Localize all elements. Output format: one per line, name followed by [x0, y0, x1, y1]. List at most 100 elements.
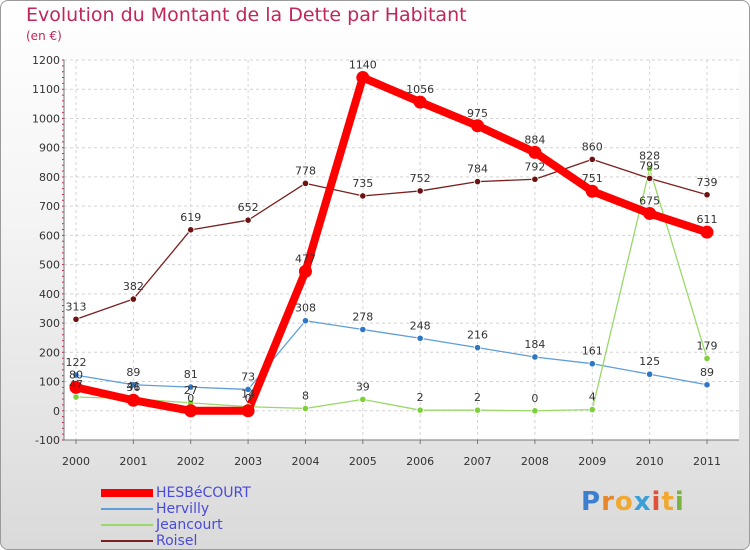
y-tick-label: 1000 [32, 112, 60, 125]
data-label: 784 [467, 163, 488, 176]
data-label: 278 [352, 311, 373, 324]
y-tick-label: 1100 [32, 83, 60, 96]
series-line-hervilly [75, 320, 708, 391]
legend-label-hervilly: Hervilly [156, 501, 210, 517]
data-point [187, 383, 195, 391]
data-point [646, 370, 654, 378]
legend-swatch-roisel [101, 540, 153, 542]
data-point [301, 179, 310, 187]
data-point [473, 344, 482, 352]
data-label: 248 [410, 319, 431, 332]
legend-swatch-hervilly [101, 508, 153, 510]
data-point [359, 192, 367, 200]
logo-letter: x [633, 487, 652, 517]
y-tick-label: 300 [39, 317, 60, 330]
chart-title: Evolution du Montant de la Dette par Hab… [26, 4, 467, 26]
data-label: 0 [187, 392, 194, 405]
data-point [703, 354, 711, 363]
data-point [531, 407, 539, 415]
x-tick-label: 2007 [464, 455, 492, 468]
data-label: 14 [241, 388, 255, 401]
data-point [413, 95, 427, 109]
legend-item-jeancourt[interactable]: Jeancourt [101, 517, 361, 533]
data-label: 778 [295, 164, 316, 177]
legend-item-hervilly[interactable]: Hervilly [101, 501, 361, 517]
data-label: 0 [245, 392, 252, 405]
proxiti-logo: Proxiti [581, 487, 685, 517]
legend-label-hesbecourt: HESBéCOURT [156, 485, 251, 501]
legend-label-jeancourt: Jeancourt [156, 517, 223, 533]
plot-area [64, 60, 739, 440]
data-label: 2 [474, 391, 481, 404]
data-label: 73 [241, 370, 255, 383]
data-point [184, 404, 198, 418]
data-label: 81 [184, 368, 198, 381]
x-tick-label: 2005 [349, 455, 377, 468]
legend-swatch-hesbecourt [101, 489, 153, 497]
logo-letter: i [651, 487, 662, 517]
data-point [471, 119, 485, 133]
x-tick-label: 2010 [636, 455, 664, 468]
data-point [129, 295, 137, 303]
data-point [528, 145, 542, 159]
x-tick-label: 2006 [406, 455, 434, 468]
data-label: 752 [410, 172, 431, 185]
series-line-jeancourt [75, 168, 708, 412]
data-label: 739 [697, 176, 718, 189]
data-point [416, 406, 424, 414]
data-label: 0 [531, 392, 538, 405]
data-point [356, 71, 370, 85]
x-tick-label: 2000 [62, 455, 90, 468]
data-label: 179 [697, 339, 718, 352]
data-point [588, 155, 596, 163]
data-label: 8 [302, 389, 309, 402]
data-label: 975 [467, 107, 488, 120]
data-label: 313 [66, 300, 87, 313]
data-label: 735 [352, 177, 373, 190]
data-point [473, 406, 482, 414]
legend-item-hesbecourt[interactable]: HESBéCOURT [101, 485, 361, 501]
data-label: 477 [295, 252, 316, 265]
x-tick-label: 2001 [119, 455, 147, 468]
data-point [359, 325, 367, 334]
x-tick-label: 2009 [578, 455, 606, 468]
data-label: 125 [639, 355, 660, 368]
data-point [244, 216, 252, 224]
series-line-roisel [75, 158, 708, 320]
chart-subtitle: (en €) [26, 29, 62, 43]
data-point [244, 385, 252, 394]
data-label: 161 [582, 345, 603, 358]
data-point [241, 404, 255, 418]
y-tick-label: 0 [53, 405, 60, 418]
data-point [359, 395, 367, 403]
y-tick-label: 400 [39, 288, 60, 301]
data-point [72, 371, 80, 379]
data-label: 828 [639, 150, 660, 163]
data-point [129, 381, 137, 389]
data-label: 675 [639, 194, 660, 207]
x-tick-label: 2002 [177, 455, 205, 468]
data-label: 216 [467, 329, 488, 342]
data-label: 27 [184, 384, 198, 397]
data-point [298, 264, 312, 278]
data-point [646, 165, 654, 173]
x-tick-label: 2003 [234, 455, 262, 468]
data-point [703, 191, 711, 199]
legend-item-roisel[interactable]: Roisel [101, 533, 361, 549]
data-label: 184 [524, 338, 545, 351]
data-label: 2 [417, 391, 424, 404]
data-label: 122 [66, 356, 87, 369]
data-label: 382 [123, 280, 144, 293]
data-point [531, 353, 539, 361]
data-label: 36 [126, 381, 140, 394]
y-tick-label: 600 [39, 229, 60, 242]
data-point [301, 404, 310, 413]
legend: HESBéCOURT Hervilly Jeancourt Roisel [101, 485, 361, 549]
data-label: 884 [524, 133, 545, 146]
data-point [72, 393, 80, 401]
legend-swatch-jeancourt [101, 524, 153, 526]
y-tick-label: 500 [39, 259, 60, 272]
data-label: 795 [639, 159, 660, 172]
